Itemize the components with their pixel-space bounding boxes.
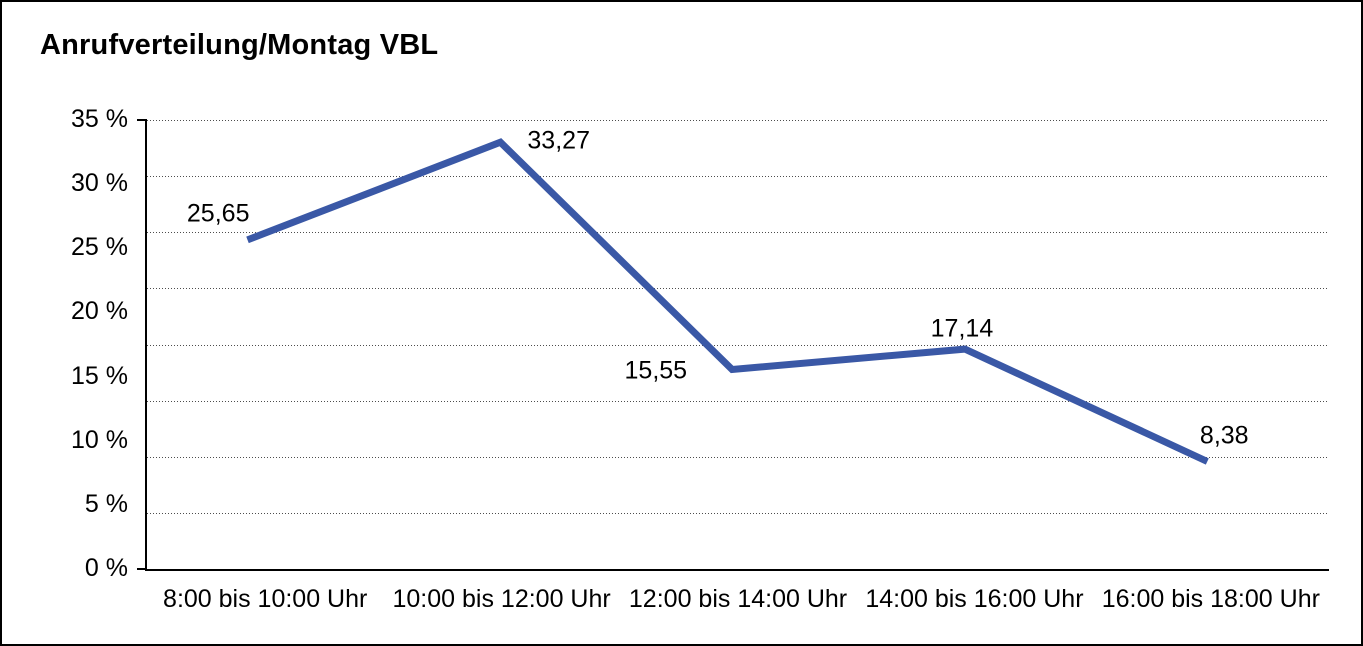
gridline [147, 457, 1329, 458]
y-axis-label: 5 % [84, 489, 128, 518]
y-axis-label: 30 % [71, 169, 128, 198]
y-axis-label: 10 % [71, 425, 128, 454]
gridline [147, 176, 1329, 177]
series-line [246, 138, 1209, 465]
data-point-label: 25,65 [186, 199, 250, 228]
gridline [147, 232, 1329, 233]
plot-area: 25,65 33,27 15,55 17,14 8,38 [137, 119, 1329, 571]
data-point-label: 8,38 [1199, 421, 1249, 450]
y-axis-label: 0 % [84, 553, 128, 582]
y-axis-label: 20 % [71, 297, 128, 326]
x-axis-labels: 8:00 bis 10:00 Uhr 10:00 bis 12:00 Uhr 12:… [147, 585, 1329, 614]
y-axis-label: 35 % [71, 104, 128, 133]
x-axis-label: 12:00 bis 14:00 Uhr [628, 585, 848, 613]
y-axis-labels: 35 % 30 % 25 % 20 % 15 % 10 % 5 % 0 % [2, 105, 128, 582]
gridline [147, 120, 1329, 121]
gridline [147, 288, 1329, 289]
line-series [246, 138, 1209, 465]
y-axis-label: 15 % [71, 361, 128, 390]
chart-title: Anrufverteilung/Montag VBL [40, 29, 439, 61]
data-point-label: 17,14 [930, 314, 994, 343]
gridline [147, 513, 1329, 514]
x-axis-label: 8:00 bis 10:00 Uhr [163, 585, 368, 613]
gridline [147, 345, 1329, 346]
x-axis-label: 16:00 bis 18:00 Uhr [1101, 585, 1320, 613]
data-point-label: 33,27 [527, 126, 590, 155]
y-axis-label: 25 % [71, 233, 128, 262]
x-axis-label: 10:00 bis 12:00 Uhr [392, 585, 611, 613]
y-axis-top-tick [137, 119, 147, 121]
data-point-label: 15,55 [624, 356, 688, 385]
gridline [147, 401, 1329, 402]
y-axis-bottom-tick [137, 568, 147, 570]
x-axis-label: 14:00 bis 16:00 Uhr [865, 585, 1084, 613]
